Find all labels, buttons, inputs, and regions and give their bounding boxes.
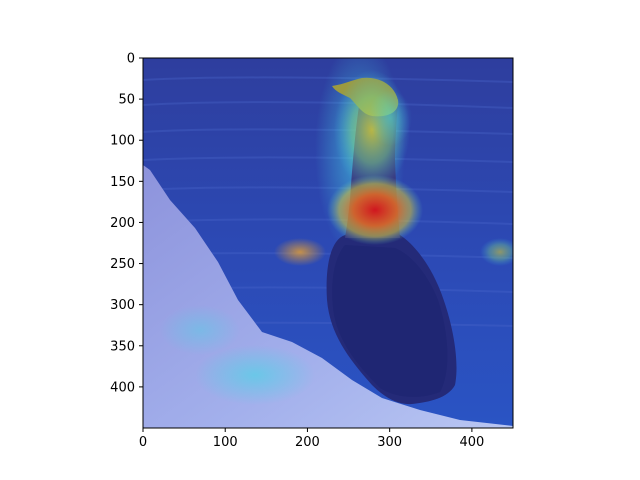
hot-neck-region: [327, 175, 423, 245]
x-axis: 0 100 200 300 400: [139, 428, 484, 450]
heatmap-image: [143, 58, 513, 428]
y-tick-label: 400: [110, 380, 135, 395]
y-tick-label: 350: [110, 339, 135, 354]
x-tick-label: 300: [377, 435, 402, 450]
rock-glow-2: [160, 305, 240, 355]
cyan-upper-spot: [368, 90, 412, 146]
x-tick-label: 200: [295, 435, 320, 450]
axes-frame: [142, 57, 514, 429]
y-tick-label: 200: [110, 216, 135, 231]
y-tick-label: 250: [110, 257, 135, 272]
bird-body-shade: [332, 245, 448, 397]
warm-right-spot: [480, 238, 513, 266]
y-axis: 0 50 100 150 200 250 300 350 400: [110, 52, 143, 395]
y-tick-label: 150: [110, 175, 135, 190]
warm-side-spot: [274, 238, 326, 266]
y-tick-label: 0: [127, 52, 135, 67]
x-tick-label: 100: [213, 435, 238, 450]
y-tick-label: 100: [110, 134, 135, 149]
rock-glow: [195, 345, 315, 405]
y-tick-label: 50: [118, 93, 135, 108]
x-tick-label: 0: [139, 435, 147, 450]
y-tick-label: 300: [110, 298, 135, 313]
x-tick-label: 400: [459, 435, 484, 450]
